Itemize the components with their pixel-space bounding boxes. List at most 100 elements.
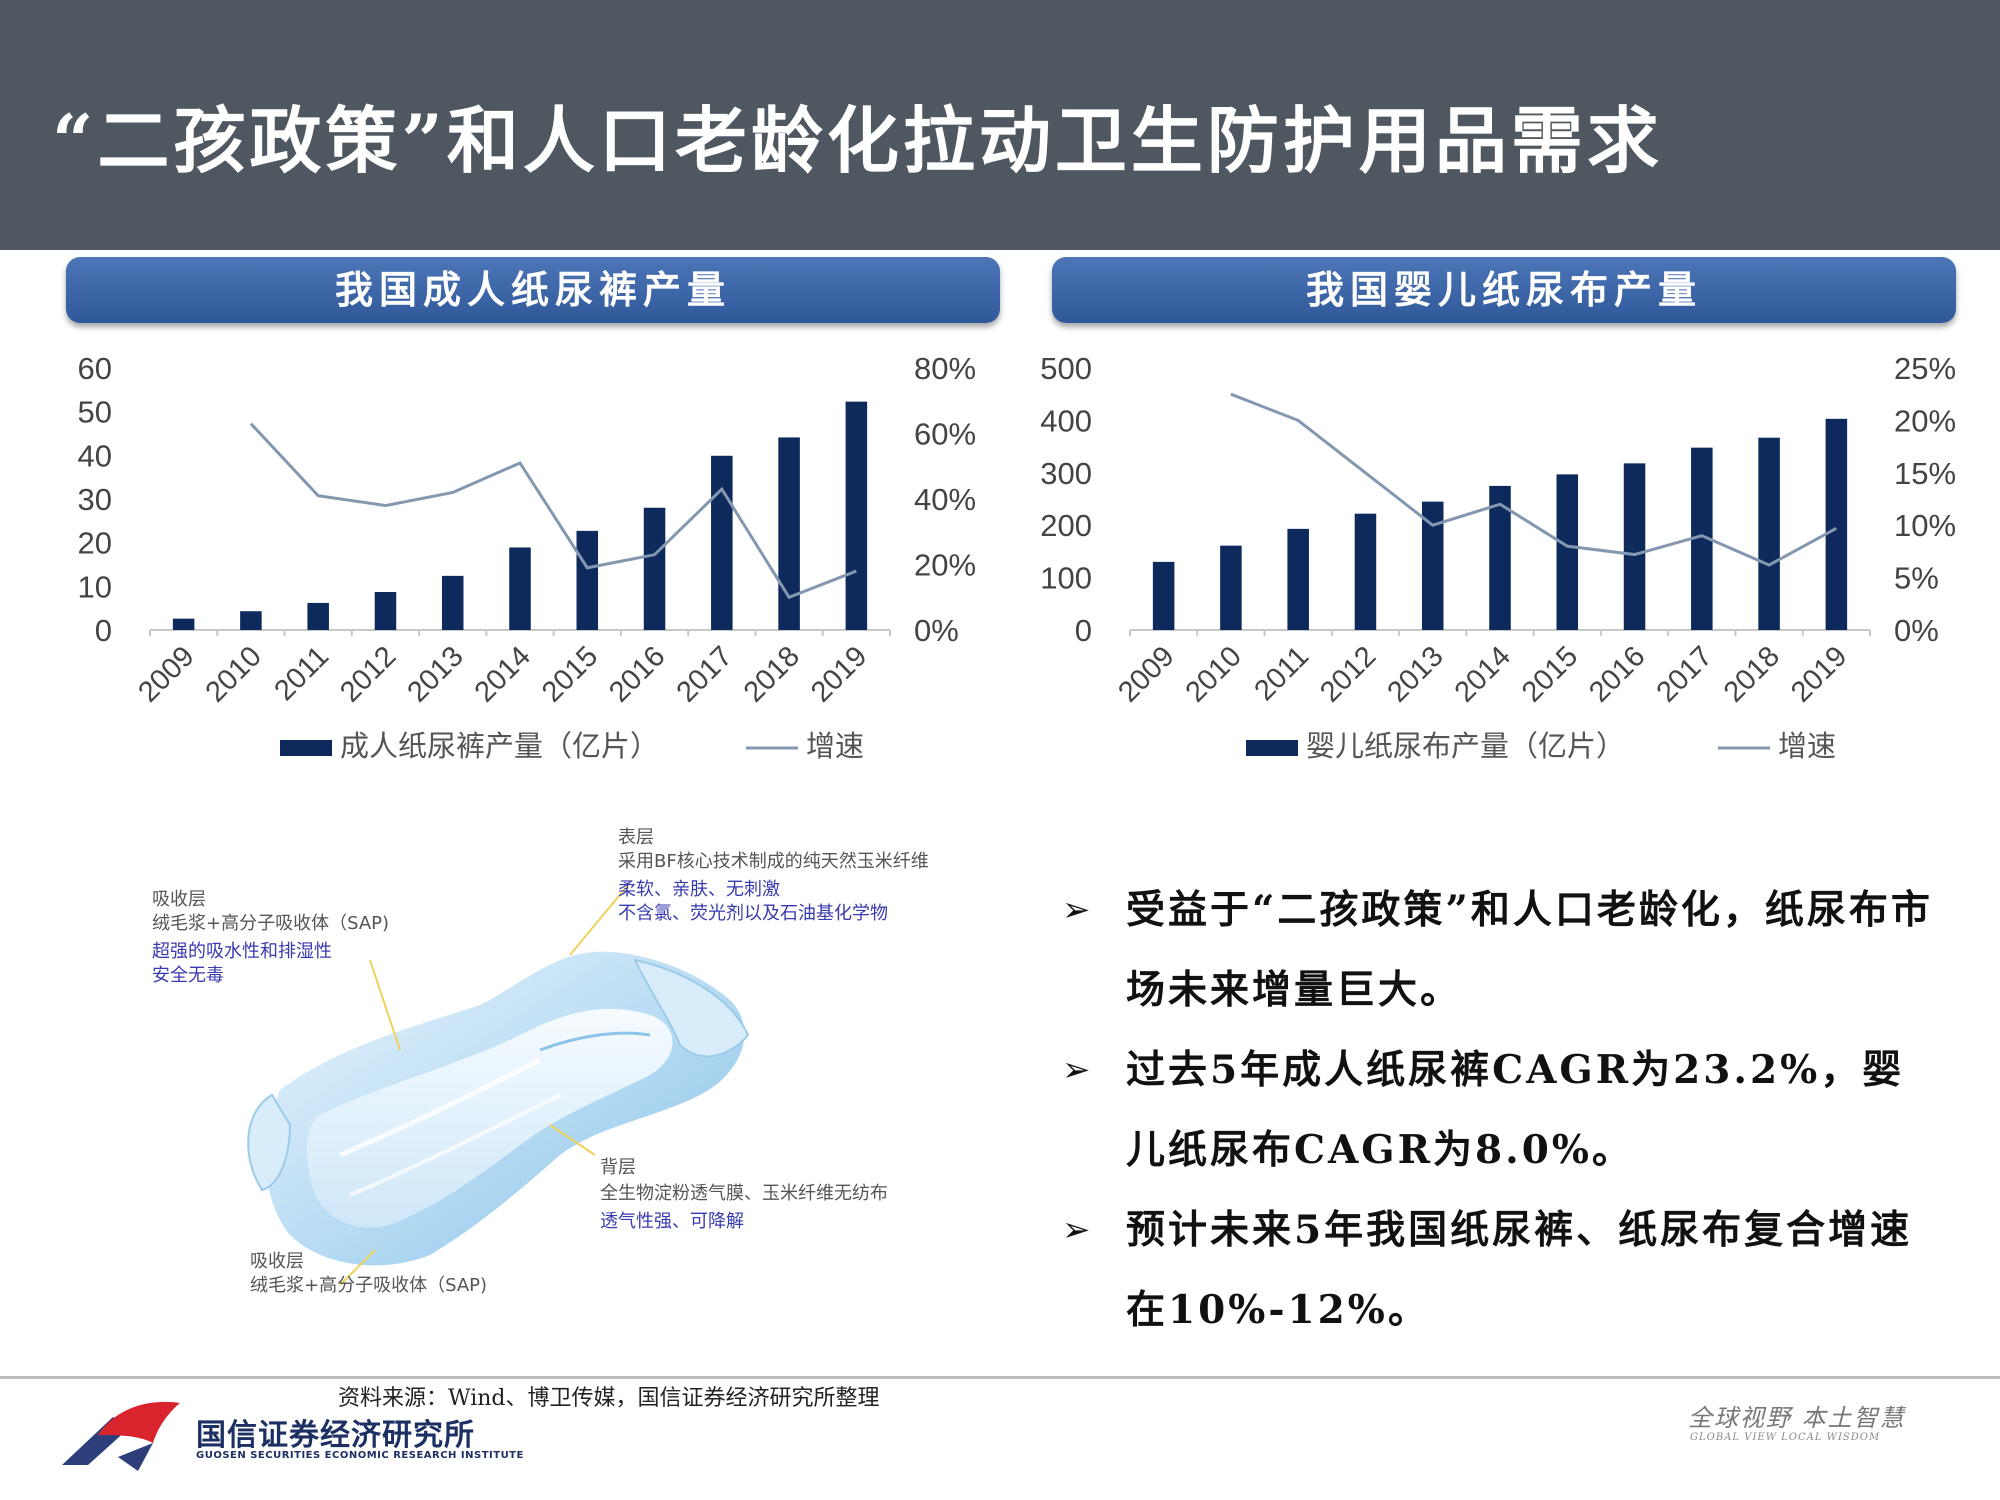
- bar-2018: [778, 437, 800, 630]
- y-left-tick-label: 50: [78, 395, 112, 430]
- y-left-tick-label: 300: [1040, 456, 1092, 491]
- bar-2016: [1623, 463, 1646, 630]
- footer-divider: [0, 1376, 2000, 1379]
- y-left-tick-label: 60: [78, 351, 112, 386]
- bottom-layer-title: 吸收层: [250, 1251, 304, 1272]
- page-title: “二孩政策”和人口老龄化拉动卫生防护用品需求: [52, 98, 1663, 183]
- source-note: 资料来源：Wind、博卫传媒，国信证券经济研究所整理: [338, 1386, 880, 1411]
- slogan-cn: 全球视野 本土智慧: [1688, 1404, 1906, 1432]
- x-tick-label: 2017: [671, 640, 739, 708]
- x-tick-label: 2014: [1449, 640, 1517, 708]
- bullet-1-text: 受益于“二孩政策”和人口老龄化，纸尿布市场未来增量巨大。: [1126, 887, 1933, 1013]
- bar-2011: [307, 602, 329, 630]
- bar-2012: [1354, 513, 1377, 630]
- y-left-tick-label: 0: [1075, 613, 1092, 648]
- legend-line-label: 增速: [1778, 730, 1836, 763]
- x-tick-label: 2016: [603, 640, 671, 708]
- y-left-tick-label: 30: [78, 482, 112, 517]
- legend-bar-swatch: [280, 740, 332, 756]
- bar-2017: [1691, 447, 1713, 630]
- bar-2010: [1220, 545, 1242, 630]
- x-tick-label: 2019: [1785, 640, 1853, 708]
- bar-2011: [1287, 528, 1309, 630]
- y-right-tick-label: 15%: [1894, 456, 1956, 491]
- y-right-tick-label: 40%: [914, 482, 976, 517]
- y-left-tick-label: 100: [1040, 561, 1092, 596]
- x-tick-label: 2013: [401, 640, 469, 708]
- x-tick-label: 2011: [1248, 640, 1315, 707]
- top-layer-line1: 采用BF核心技术制成的纯天然玉米纤维: [618, 851, 929, 872]
- y-right-tick-label: 0%: [914, 613, 959, 648]
- y-left-tick-label: 20: [78, 526, 112, 561]
- bullet-arrow-icon: ➢: [1062, 1210, 1094, 1250]
- legend-bar-label: 婴儿纸尿布产量（亿片）: [1306, 730, 1625, 763]
- bar-2009: [1152, 561, 1175, 630]
- bullet-arrow-icon: ➢: [1062, 1050, 1094, 1090]
- x-tick-label: 2010: [1180, 640, 1248, 708]
- company-name-en: GUOSEN SECURITIES ECONOMIC RESEARCH INST…: [196, 1450, 524, 1461]
- y-right-tick-label: 60%: [914, 417, 976, 452]
- y-left-tick-label: 200: [1040, 508, 1092, 543]
- y-left-tick-label: 0: [95, 613, 112, 648]
- bar-2019: [1825, 418, 1848, 630]
- bottom-layer-line1: 绒毛浆+高分子吸收体（SAP): [250, 1275, 487, 1296]
- y-left-tick-label: 10: [78, 569, 112, 604]
- legend-bar-label: 成人纸尿裤产量（亿片）: [340, 730, 659, 763]
- bar-2015: [576, 530, 599, 630]
- back-layer-line2: 透气性强、可降解: [600, 1211, 744, 1232]
- bar-2017: [711, 455, 733, 630]
- y-left-tick-label: 500: [1040, 351, 1092, 386]
- y-right-tick-label: 25%: [1894, 351, 1956, 386]
- bar-2012: [374, 592, 397, 630]
- legend-line-label: 增速: [806, 730, 864, 763]
- x-tick-label: 2015: [1516, 640, 1584, 708]
- bar-2019: [845, 401, 868, 630]
- bar-2015: [1556, 474, 1579, 630]
- bullet-2: ➢ 过去5年成人纸尿裤CAGR为23.2%，婴儿纸尿布CAGR为8.0%。: [1062, 1030, 1942, 1190]
- back-layer-line1: 全生物淀粉透气膜、玉米纤维无纺布: [600, 1183, 888, 1204]
- title-bar: “二孩政策”和人口老龄化拉动卫生防护用品需求: [0, 0, 2000, 250]
- back-layer-title: 背层: [600, 1157, 636, 1178]
- bullet-arrow-icon: ➢: [1062, 890, 1094, 930]
- left-layer-line1: 绒毛浆+高分子吸收体（SAP): [152, 913, 389, 934]
- callout-lines: [339, 884, 629, 1286]
- x-tick-label: 2012: [334, 640, 402, 708]
- x-tick-label: 2009: [132, 640, 200, 708]
- bullet-2-text: 过去5年成人纸尿裤CAGR为23.2%，婴儿纸尿布CAGR为8.0%。: [1126, 1047, 1905, 1173]
- guosen-logo-icon: [62, 1401, 180, 1471]
- x-tick-label: 2009: [1112, 640, 1180, 708]
- y-left-tick-label: 400: [1040, 403, 1092, 438]
- left-layer-line3: 安全无毒: [152, 965, 224, 986]
- growth-line: [249, 422, 857, 600]
- y-right-tick-label: 5%: [1894, 561, 1939, 596]
- left-layer-title: 吸收层: [152, 889, 206, 910]
- left-layer-line2: 超强的吸水性和排湿性: [152, 941, 332, 962]
- bar-2013: [1421, 501, 1444, 630]
- top-layer-line3: 不含氯、荧光剂以及石油基化学物: [618, 903, 888, 924]
- key-points: ➢ 受益于“二孩政策”和人口老龄化，纸尿布市场未来增量巨大。 ➢ 过去5年成人纸…: [1062, 870, 1942, 1350]
- y-left-tick-label: 40: [78, 438, 112, 473]
- x-tick-label: 2017: [1651, 640, 1719, 708]
- x-tick-label: 2011: [268, 640, 335, 707]
- bar-2014: [1489, 485, 1511, 630]
- slogan-en: GLOBAL VIEW LOCAL WISDOM: [1690, 1432, 1881, 1443]
- growth-line: [1230, 392, 1838, 567]
- bullet-1: ➢ 受益于“二孩政策”和人口老龄化，纸尿布市场未来增量巨大。: [1062, 870, 1942, 1030]
- bar-2016: [643, 507, 666, 630]
- y-right-tick-label: 80%: [914, 351, 976, 386]
- x-tick-label: 2019: [805, 640, 873, 708]
- top-layer-line2: 柔软、亲肤、无刺激: [618, 879, 780, 900]
- legend-bar-swatch: [1246, 740, 1298, 756]
- bar-2010: [240, 611, 262, 630]
- bar-2018: [1758, 437, 1780, 630]
- x-tick-label: 2013: [1381, 640, 1449, 708]
- x-tick-label: 2015: [536, 640, 604, 708]
- y-right-tick-label: 10%: [1894, 508, 1956, 543]
- y-right-tick-label: 0%: [1894, 613, 1939, 648]
- diaper-structure-diagram: 表层 采用BF核心技术制成的纯天然玉米纤维 柔软、亲肤、无刺激 不含氯、荧光剂以…: [152, 827, 929, 1296]
- bullet-3-text: 预计未来5年我国纸尿裤、纸尿布复合增速在10%-12%。: [1126, 1207, 1913, 1333]
- x-tick-label: 2014: [469, 640, 537, 708]
- bar-2009: [172, 618, 195, 630]
- bar-2013: [441, 575, 464, 630]
